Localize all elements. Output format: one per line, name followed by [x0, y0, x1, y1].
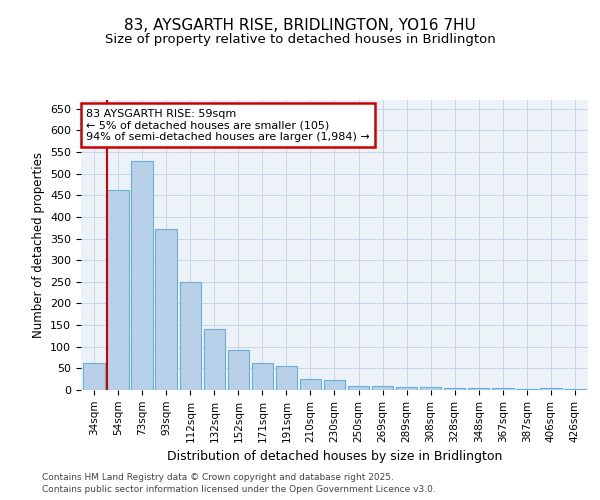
X-axis label: Distribution of detached houses by size in Bridlington: Distribution of detached houses by size …: [167, 450, 502, 463]
Bar: [83, 363, 105, 390]
Bar: [348, 386, 370, 390]
Text: Contains public sector information licensed under the Open Government Licence v3: Contains public sector information licen…: [42, 485, 436, 494]
Text: 83 AYSGARTH RISE: 59sqm
← 5% of detached houses are smaller (105)
94% of semi-de: 83 AYSGARTH RISE: 59sqm ← 5% of detached…: [86, 108, 370, 142]
Bar: [299, 378, 321, 390]
Bar: [323, 380, 346, 390]
Bar: [372, 386, 394, 390]
Bar: [227, 350, 249, 390]
Bar: [107, 190, 129, 390]
Text: Contains HM Land Registry data © Crown copyright and database right 2025.: Contains HM Land Registry data © Crown c…: [42, 472, 394, 482]
Bar: [516, 388, 538, 390]
Bar: [564, 388, 586, 390]
Bar: [179, 282, 201, 390]
Bar: [444, 388, 466, 390]
Bar: [540, 388, 562, 390]
Bar: [420, 386, 442, 390]
Text: 83, AYSGARTH RISE, BRIDLINGTON, YO16 7HU: 83, AYSGARTH RISE, BRIDLINGTON, YO16 7HU: [124, 18, 476, 32]
Bar: [275, 366, 297, 390]
Bar: [155, 229, 177, 390]
Bar: [468, 388, 490, 390]
Bar: [131, 162, 153, 390]
Bar: [396, 387, 418, 390]
Bar: [492, 388, 514, 390]
Bar: [251, 363, 273, 390]
Text: Size of property relative to detached houses in Bridlington: Size of property relative to detached ho…: [104, 32, 496, 46]
Y-axis label: Number of detached properties: Number of detached properties: [32, 152, 44, 338]
Bar: [203, 329, 225, 390]
